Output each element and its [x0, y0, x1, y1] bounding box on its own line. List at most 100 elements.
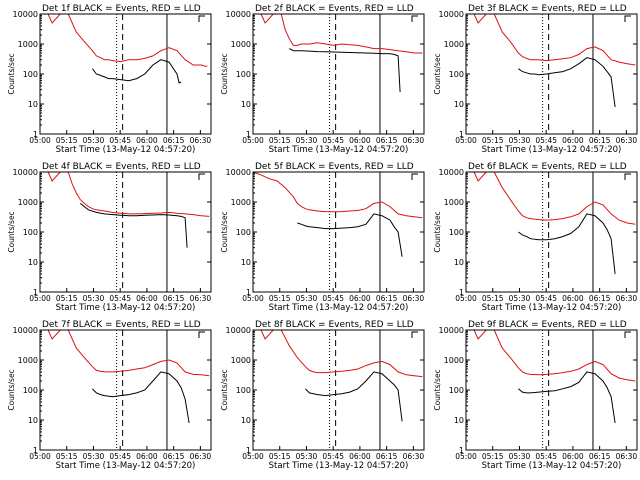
x-tick-label: 05:15 [269, 294, 291, 303]
x-tick-label: 06:15 [589, 452, 611, 461]
x-tick-label: 06:15 [589, 294, 611, 303]
x-tick-label: 06:30 [190, 294, 212, 303]
y-tick-label: 10 [28, 258, 38, 267]
plot-frame [465, 329, 638, 451]
y-tick-label: 10000 [439, 168, 464, 177]
x-tick-label: 06:00 [349, 294, 371, 303]
x-tick-label: 06:00 [562, 294, 584, 303]
plot-frame [252, 13, 425, 135]
corner-marker [624, 173, 631, 180]
chart-title: Det 4f BLACK = Events, RED = LLD [42, 162, 201, 172]
y-tick-label: 10 [28, 100, 38, 109]
x-tick-label: 05:00 [29, 452, 51, 461]
corner-marker [198, 331, 205, 338]
lld-series-line [252, 171, 423, 219]
x-tick-label: 05:30 [83, 136, 105, 145]
x-tick-label: 05:15 [56, 294, 78, 303]
x-tick-label: 05:30 [296, 294, 318, 303]
x-tick-label: 06:00 [349, 452, 371, 461]
events-series-line [92, 59, 182, 84]
x-tick-label: 05:00 [455, 294, 477, 303]
chart-title: Det 6f BLACK = Events, RED = LLD [468, 162, 627, 172]
chart-panel-6: Det 6f BLACK = Events, RED = LLD 1 10 100 10… [433, 162, 638, 313]
corner-marker [624, 331, 631, 338]
y-tick-label: 1000 [18, 356, 38, 365]
x-tick-label: 06:00 [136, 452, 158, 461]
x-tick-label: 05:30 [296, 452, 318, 461]
events-series-line [305, 371, 403, 422]
y-tick-label: 1000 [231, 356, 251, 365]
y-tick-label: 10000 [226, 326, 251, 335]
x-tick-label: 05:30 [296, 136, 318, 145]
chart-title: Det 5f BLACK = Events, RED = LLD [255, 162, 414, 172]
x-tick-label: 06:30 [190, 136, 212, 145]
chart-title: Det 3f BLACK = Events, RED = LLD [468, 4, 627, 14]
x-tick-label: 06:00 [349, 136, 371, 145]
y-tick-label: 10 [454, 416, 464, 425]
y-tick-label: 1 [33, 446, 38, 455]
x-tick-label: 05:30 [83, 294, 105, 303]
y-tick-label: 1000 [444, 198, 464, 207]
x-tick-label: 06:30 [616, 294, 638, 303]
x-tick-label: 05:15 [482, 294, 504, 303]
corner-marker [624, 15, 631, 22]
x-axis-label: Start Time (13-May-12 04:57:20) [269, 303, 409, 313]
y-tick-label: 10000 [439, 326, 464, 335]
y-tick-label: 1 [33, 288, 38, 297]
chart-panel-8: Det 8f BLACK = Events, RED = LLD 1 10 100 10… [220, 320, 425, 471]
lld-series-line [40, 329, 210, 377]
y-tick-label: 1 [246, 130, 251, 139]
y-tick-label: 100 [23, 228, 38, 237]
x-tick-label: 06:30 [403, 452, 425, 461]
x-tick-label: 05:30 [83, 452, 105, 461]
events-series-line [518, 57, 616, 107]
lld-series-line [40, 171, 210, 217]
lld-series-line [466, 13, 636, 66]
y-tick-label: 100 [236, 386, 251, 395]
y-tick-label: 1 [246, 288, 251, 297]
corner-marker [198, 15, 205, 22]
lld-series-line [466, 329, 636, 382]
y-axis-label: Counts/sec [433, 211, 442, 252]
lld-series-line [253, 13, 423, 54]
y-tick-label: 100 [449, 70, 464, 79]
x-tick-label: 05:45 [535, 452, 557, 461]
lld-series-line [253, 329, 423, 378]
y-axis-label: Counts/sec [7, 53, 16, 94]
events-series-line [79, 203, 188, 248]
y-tick-label: 1 [246, 446, 251, 455]
x-tick-label: 05:45 [535, 136, 557, 145]
y-tick-label: 10 [28, 416, 38, 425]
y-tick-label: 1 [33, 130, 38, 139]
y-tick-label: 1000 [18, 40, 38, 49]
x-tick-label: 05:15 [56, 136, 78, 145]
y-tick-label: 1 [459, 446, 464, 455]
y-axis-label: Counts/sec [433, 53, 442, 94]
x-tick-label: 05:15 [482, 136, 504, 145]
chart-panel-4: Det 4f BLACK = Events, RED = LLD 1 10 100 10… [7, 162, 212, 313]
chart-panel-2: Det 2f BLACK = Events, RED = LLD 1 10 100 10… [220, 4, 425, 155]
x-tick-label: 05:30 [509, 452, 531, 461]
y-axis-label: Counts/sec [433, 369, 442, 410]
y-tick-label: 1000 [231, 40, 251, 49]
y-tick-label: 100 [23, 386, 38, 395]
y-tick-label: 1 [459, 288, 464, 297]
x-tick-label: 06:15 [589, 136, 611, 145]
chart-panel-5: Det 5f BLACK = Events, RED = LLD 1 10 100 10… [220, 162, 425, 313]
events-series-line [92, 371, 190, 423]
x-tick-label: 06:15 [163, 294, 185, 303]
events-series-line [518, 371, 616, 423]
events-series-line [297, 213, 403, 257]
y-tick-label: 100 [236, 228, 251, 237]
y-axis-label: Counts/sec [220, 211, 229, 252]
lld-series-line [466, 171, 636, 225]
y-tick-label: 10 [241, 100, 251, 109]
y-tick-label: 1000 [231, 198, 251, 207]
x-tick-label: 06:00 [562, 136, 584, 145]
x-tick-label: 05:00 [29, 294, 51, 303]
x-axis-label: Start Time (13-May-12 04:57:20) [56, 303, 196, 313]
x-tick-label: 06:00 [136, 136, 158, 145]
y-tick-label: 10000 [13, 10, 38, 19]
x-axis-label: Start Time (13-May-12 04:57:20) [482, 145, 622, 155]
plot-frame [39, 13, 212, 135]
